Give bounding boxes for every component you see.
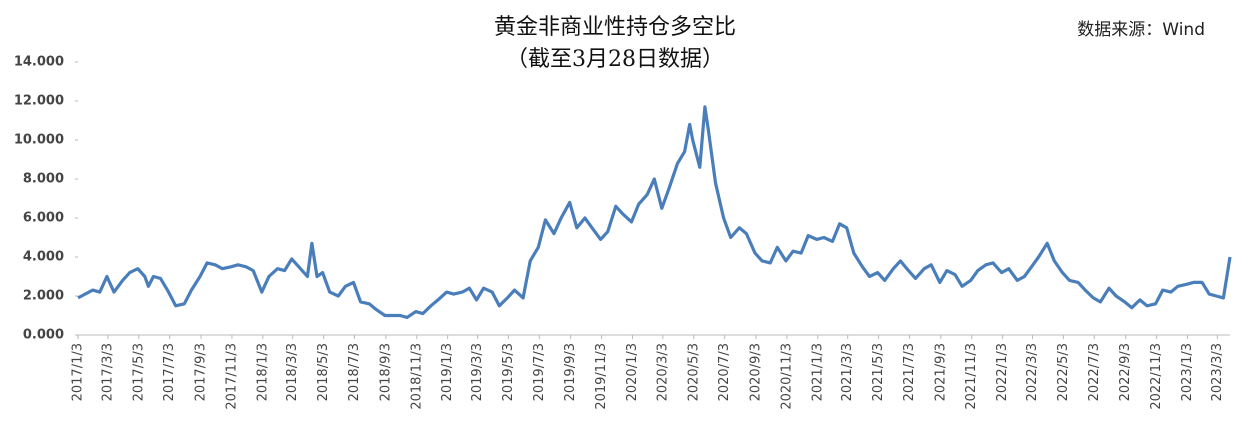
chart-subtitle: （截至3月28日数据） xyxy=(506,47,724,72)
x-tick-label: 2019/9/3 xyxy=(563,343,578,401)
y-tick-label: 12.000 xyxy=(14,94,64,109)
x-tick-label: 2021/7/3 xyxy=(902,343,917,401)
x-tick-label: 2018/1/3 xyxy=(255,343,270,401)
x-tick-label: 2022/3/3 xyxy=(1025,343,1040,401)
y-tick-label: 2.000 xyxy=(23,289,64,304)
x-tick-label: 2017/1/3 xyxy=(71,343,86,401)
x-tick-label: 2020/11/3 xyxy=(779,343,794,410)
x-tick-label: 2022/1/3 xyxy=(995,343,1010,401)
x-tick-label: 2020/3/3 xyxy=(655,343,670,401)
y-tick-label: 10.000 xyxy=(14,133,64,148)
x-tick-label: 2020/5/3 xyxy=(686,343,701,401)
y-tick-label: 14.000 xyxy=(14,55,64,70)
x-tick-label: 2019/11/3 xyxy=(594,343,609,410)
x-tick-label: 2018/5/3 xyxy=(316,343,331,401)
x-tick-label: 2019/3/3 xyxy=(470,343,485,401)
x-tick-label: 2021/9/3 xyxy=(933,343,948,401)
x-tick-label: 2022/5/3 xyxy=(1056,343,1071,401)
x-tick-label: 2021/5/3 xyxy=(871,343,886,401)
x-tick-label: 2017/7/3 xyxy=(162,343,177,401)
x-tick-label: 2022/9/3 xyxy=(1118,343,1133,401)
x-tick-label: 2017/11/3 xyxy=(224,343,239,410)
y-tick-label: 6.000 xyxy=(23,211,64,226)
x-tick-label: 2021/11/3 xyxy=(964,343,979,410)
y-tick-label: 0.000 xyxy=(23,328,64,343)
x-tick-label: 2022/11/3 xyxy=(1149,343,1164,410)
x-tick-label: 2018/9/3 xyxy=(378,343,393,401)
x-tick-label: 2019/7/3 xyxy=(532,343,547,401)
x-tick-label: 2018/3/3 xyxy=(285,343,300,401)
x-tick-label: 2022/7/3 xyxy=(1087,343,1102,401)
x-tick-label: 2017/5/3 xyxy=(131,343,146,401)
x-tick-label: 2023/3/3 xyxy=(1210,343,1225,401)
y-tick-label: 8.000 xyxy=(23,172,64,187)
x-tick-label: 2020/7/3 xyxy=(717,343,732,401)
x-tick-label: 2020/9/3 xyxy=(749,343,764,401)
x-tick-label: 2023/1/3 xyxy=(1180,343,1195,401)
data-line xyxy=(77,105,1232,319)
source-note: 数据来源：Wind xyxy=(1077,20,1205,40)
x-tick-label: 2018/11/3 xyxy=(409,343,424,410)
x-tick-label: 2019/5/3 xyxy=(501,343,516,401)
x-tick-label: 2021/1/3 xyxy=(810,343,825,401)
x-tick-label: 2017/9/3 xyxy=(194,343,209,401)
chart-title: 黄金非商业性持仓多空比 xyxy=(494,15,736,40)
x-tick-label: 2018/7/3 xyxy=(347,343,362,401)
x-tick-label: 2021/3/3 xyxy=(840,343,855,401)
x-tick-label: 2017/3/3 xyxy=(100,343,115,401)
x-tick-label: 2019/1/3 xyxy=(440,343,455,401)
x-tick-label: 2020/1/3 xyxy=(625,343,640,401)
y-tick-label: 4.000 xyxy=(23,250,64,265)
